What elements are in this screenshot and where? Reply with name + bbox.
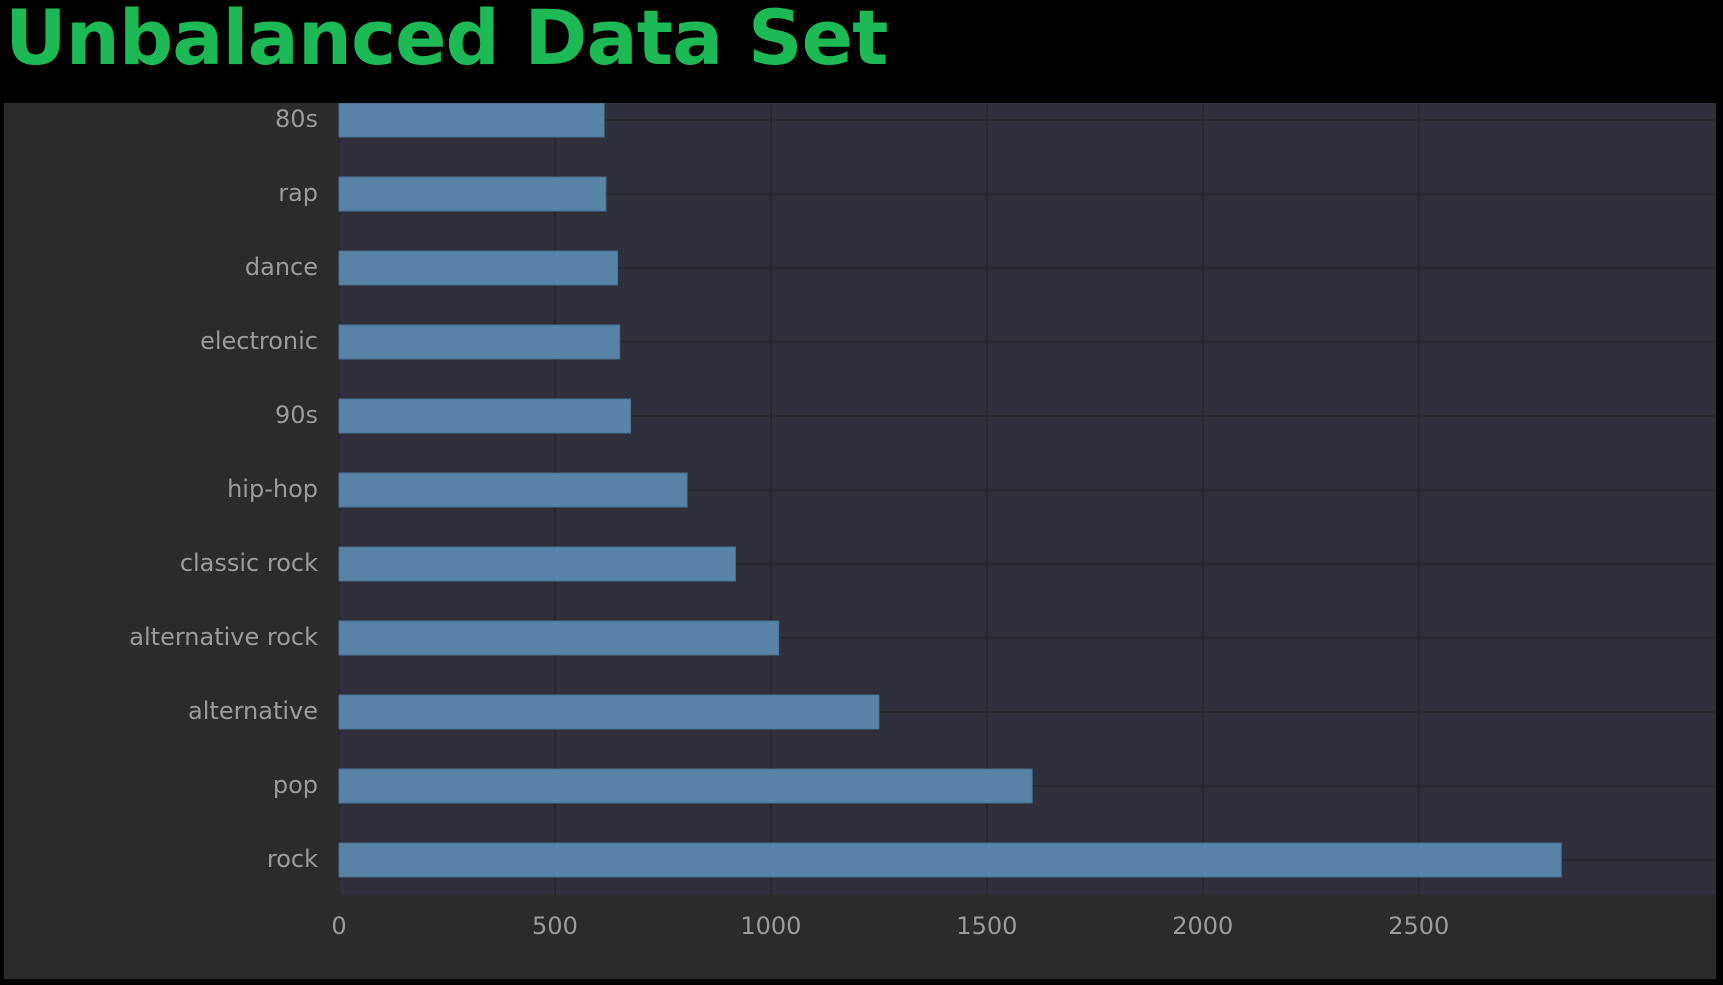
x-tick-label: 2500 [1388,912,1449,940]
x-tick-label: 2000 [1172,912,1233,940]
x-tick-label: 500 [532,912,578,940]
category-label: dance [245,253,318,281]
x-tick-label: 1500 [956,912,1017,940]
chart-panel: rock pop alternative alternative rock classi… [4,103,1716,979]
bar-electronic [338,324,621,360]
category-label: rock [267,845,318,873]
bar-90s [338,398,632,434]
category-label: classic rock [180,549,318,577]
bar-alternative [338,694,880,730]
bar-rock [338,842,1562,878]
bar-pop [338,768,1033,804]
bar-dance [338,250,619,286]
category-label: alternative rock [129,623,318,651]
slide-title: Unbalanced Data Set [5,0,888,82]
category-label: alternative [188,697,318,725]
bar-alternative-rock [338,620,780,656]
bar-classic-rock [338,546,736,582]
genre-count-bar-chart: rock pop alternative alternative rock classi… [129,103,1716,940]
x-tick-label: 1000 [740,912,801,940]
bar-80s [338,103,605,138]
category-label: rap [278,179,318,207]
category-label: 80s [275,105,318,133]
bar-hip-hop [338,472,688,508]
category-label: pop [273,771,318,799]
category-label: 90s [275,401,318,429]
category-label: electronic [200,327,318,355]
category-label: hip-hop [227,475,318,503]
x-tick-label: 0 [331,912,346,940]
value-axis-tick-labels: 0 500 1000 1500 2000 2500 [331,912,1449,940]
bar-rap [338,176,607,212]
category-axis-labels: rock pop alternative alternative rock classi… [129,105,318,873]
bars [338,103,1562,878]
